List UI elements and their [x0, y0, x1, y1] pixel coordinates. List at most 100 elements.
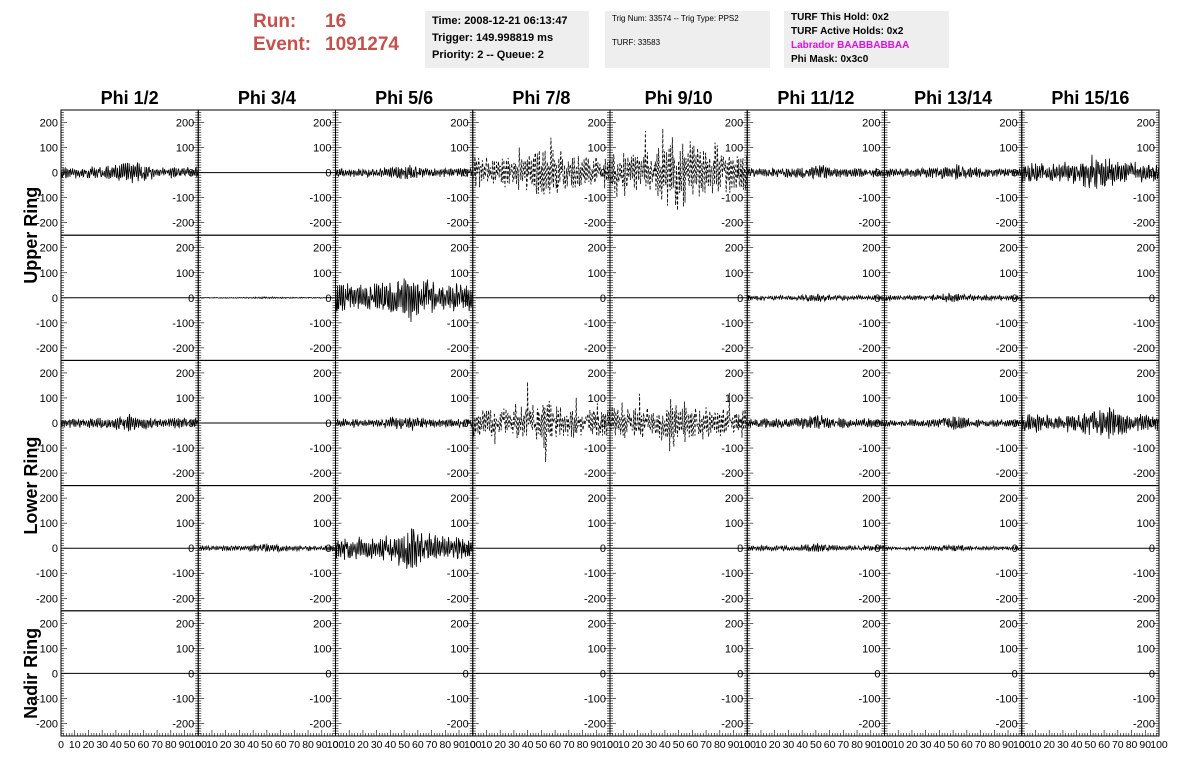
y-tick-label: 100	[862, 268, 880, 280]
y-tick-label: 0	[52, 543, 58, 555]
turf-info-box: TURF This Hold: 0x2 TURF Active Holds: 0…	[784, 11, 949, 68]
column-header: Phi 13/14	[914, 88, 992, 108]
y-tick-label: 0	[1012, 418, 1018, 430]
y-tick-label: -200	[172, 468, 194, 480]
x-tick-label: 80	[439, 739, 451, 751]
y-tick-label: -100	[172, 568, 194, 580]
y-tick-label: 200	[176, 618, 194, 630]
y-tick-label: -200	[721, 718, 743, 730]
y-tick-label: -200	[858, 593, 880, 605]
column-header: Phi 5/6	[375, 88, 433, 108]
y-tick-label: -200	[1133, 468, 1155, 480]
waveform-trace	[197, 543, 336, 553]
y-tick-label: 0	[188, 293, 194, 305]
waveform-trace	[609, 128, 748, 211]
y-tick-label: -200	[721, 593, 743, 605]
x-tick-label: 60	[961, 739, 973, 751]
run-label: Run:	[253, 11, 297, 32]
x-tick-label: 90	[728, 739, 740, 751]
y-tick-label: 200	[725, 493, 743, 505]
trig-num-text: Trig Num: 33574 -- Trig Type: PPS2	[612, 14, 739, 23]
priority-text: Priority: 2 -- Queue: 2	[432, 49, 544, 61]
y-tick-label: 200	[999, 243, 1017, 255]
time-text: Time: 2008-12-21 06:13:47	[432, 15, 568, 27]
y-tick-label: -100	[447, 568, 469, 580]
y-tick-label: -100	[309, 568, 331, 580]
y-tick-label: 100	[588, 518, 606, 530]
y-tick-label: -100	[858, 193, 880, 205]
x-tick-label: 30	[234, 739, 246, 751]
y-tick-label: 100	[1137, 393, 1155, 405]
x-tick-label: 100	[327, 739, 345, 751]
y-tick-label: -200	[721, 218, 743, 230]
y-tick-label: -100	[996, 568, 1018, 580]
waveform-trace	[60, 413, 199, 432]
y-tick-label: 200	[450, 368, 468, 380]
y-tick-label: 200	[862, 618, 880, 630]
y-tick-label: 200	[40, 493, 58, 505]
x-tick-label: 10	[343, 739, 355, 751]
y-tick-label: -200	[447, 343, 469, 355]
x-tick-label: 20	[494, 739, 506, 751]
x-tick-label: 70	[288, 739, 300, 751]
x-tick-label: 80	[988, 739, 1000, 751]
y-tick-label: -100	[1133, 193, 1155, 205]
waveform-trace	[198, 296, 336, 300]
waveform-trace	[472, 381, 611, 462]
waveform-trace	[335, 278, 474, 322]
y-tick-label: -200	[1133, 593, 1155, 605]
y-tick-label: 100	[999, 143, 1017, 155]
x-tick-label: 0	[58, 739, 64, 751]
y-tick-label: 100	[862, 518, 880, 530]
x-tick-label: 100	[1150, 739, 1168, 751]
x-tick-label: 10	[481, 739, 493, 751]
x-tick-label: 40	[1071, 739, 1083, 751]
y-tick-label: -200	[584, 593, 606, 605]
y-tick-label: -200	[996, 718, 1018, 730]
y-tick-label: 100	[450, 518, 468, 530]
y-tick-label: 200	[40, 368, 58, 380]
y-tick-label: 100	[450, 143, 468, 155]
y-tick-label: 100	[588, 143, 606, 155]
event-value: 1091274	[325, 34, 399, 55]
x-tick-label: 60	[687, 739, 699, 751]
y-tick-label: 200	[176, 243, 194, 255]
y-tick-label: -100	[309, 693, 331, 705]
trigger-text: Trigger: 149.998819 ms	[432, 32, 554, 44]
y-tick-label: -200	[996, 468, 1018, 480]
waveform-trace	[335, 164, 474, 180]
y-tick-label: 200	[1137, 368, 1155, 380]
y-tick-label: 100	[40, 643, 58, 655]
turf-text: TURF: 33583	[612, 38, 661, 47]
x-tick-label: 80	[302, 739, 314, 751]
event-label: Event:	[253, 34, 312, 55]
y-tick-label: -200	[721, 468, 743, 480]
x-tick-label: 60	[549, 739, 561, 751]
trig-info-box: Trig Num: 33574 -- Trig Type: PPS2 TURF:…	[605, 11, 770, 68]
labrador-text: Labrador BAABBABBAA	[791, 40, 910, 51]
y-tick-label: -200	[996, 343, 1018, 355]
y-tick-label: -100	[36, 193, 58, 205]
y-tick-label: 100	[313, 268, 331, 280]
x-tick-label: 0	[744, 739, 750, 751]
y-tick-label: 100	[313, 393, 331, 405]
ring-label: Lower Ring	[21, 437, 41, 535]
waveform-trace	[60, 162, 199, 184]
x-tick-label: 90	[590, 739, 602, 751]
y-tick-label: -200	[309, 718, 331, 730]
y-tick-label: 200	[725, 118, 743, 130]
y-tick-label: 0	[737, 668, 743, 680]
y-tick-label: 0	[874, 668, 880, 680]
y-tick-label: -200	[1133, 718, 1155, 730]
y-tick-label: 0	[737, 168, 743, 180]
y-tick-label: -200	[172, 343, 194, 355]
waveform-trace	[884, 292, 1023, 303]
y-tick-label: 100	[1137, 143, 1155, 155]
y-tick-label: -200	[172, 593, 194, 605]
y-tick-label: -200	[36, 218, 58, 230]
run-event-block: Run: 16 Event: 1091274	[253, 10, 399, 56]
y-tick-label: 200	[450, 618, 468, 630]
y-tick-label: 0	[325, 418, 331, 430]
y-tick-label: -100	[172, 443, 194, 455]
y-tick-label: 0	[52, 668, 58, 680]
